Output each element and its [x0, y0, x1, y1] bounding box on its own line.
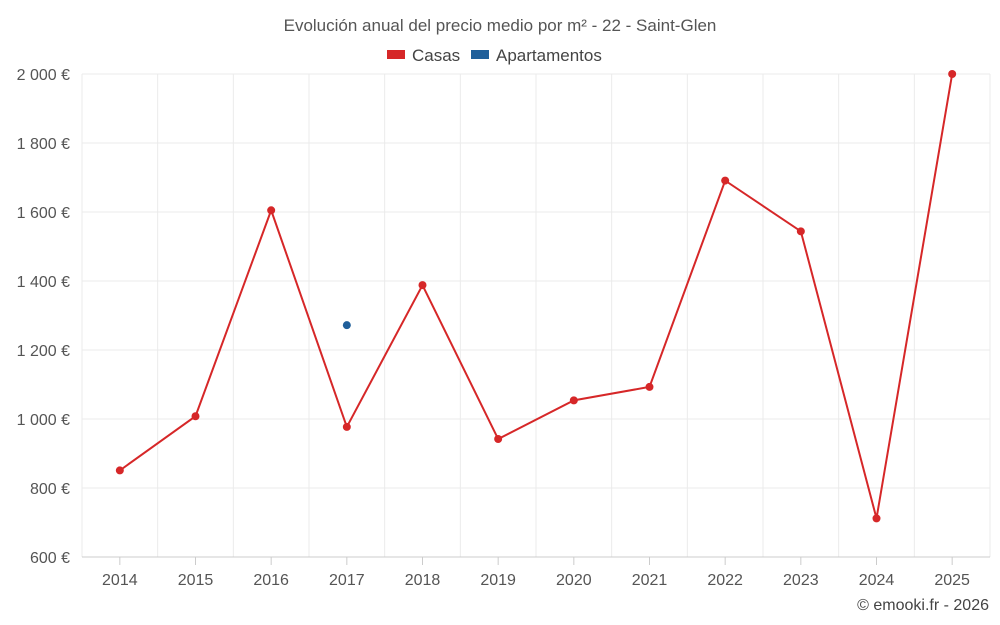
y-tick-label: 1 600 €: [17, 205, 70, 222]
legend-item-casas[interactable]: Casas: [387, 46, 460, 65]
series-line-casas: [119, 73, 954, 519]
data-point-casas[interactable]: [418, 281, 427, 290]
gridlines: [81, 73, 991, 558]
legend-swatch-apartamentos: [471, 50, 489, 59]
legend-label-casas: Casas: [412, 46, 460, 65]
chart-title: Evolución anual del precio medio por m² …: [284, 16, 717, 35]
y-tick-label: 1 200 €: [17, 343, 70, 360]
y-axis: 600 € 800 € 1 000 € 1 200 € 1 400 € 1 600 € 1 …: [17, 67, 70, 567]
x-tick-label: 2016: [253, 572, 289, 589]
x-tick-label: 2023: [783, 572, 819, 589]
data-point-casas[interactable]: [267, 206, 276, 215]
data-point-casas[interactable]: [494, 435, 503, 444]
x-tick-label: 2021: [632, 572, 668, 589]
plot-area: [115, 70, 957, 523]
x-tick-label: 2020: [556, 572, 592, 589]
x-tick-label: 2014: [102, 572, 138, 589]
y-tick-label: 600 €: [30, 550, 70, 567]
x-tick-label: 2018: [405, 572, 441, 589]
legend-item-apartamentos[interactable]: Apartamentos: [471, 46, 602, 65]
x-axis: 2014 2015 2016 2017 2018 2019 2020 2021 2022 2023…: [82, 556, 990, 589]
data-point-casas[interactable]: [342, 422, 351, 431]
y-tick-label: 800 €: [30, 481, 70, 498]
credit-text: © emooki.fr - 2026: [857, 597, 989, 614]
x-tick-label: 2024: [859, 572, 895, 589]
y-tick-label: 2 000 €: [17, 67, 70, 84]
data-point-casas[interactable]: [872, 514, 881, 523]
data-point-casas[interactable]: [645, 382, 654, 391]
legend: Casas Apartamentos: [387, 46, 602, 65]
data-point-apartamentos[interactable]: [342, 321, 351, 330]
x-tick-label: 2017: [329, 572, 365, 589]
data-point-casas[interactable]: [948, 70, 957, 78]
y-tick-label: 1 800 €: [17, 136, 70, 153]
data-point-casas[interactable]: [191, 412, 200, 421]
y-tick-label: 1 000 €: [17, 412, 70, 429]
x-tick-label: 2025: [934, 572, 970, 589]
x-tick-label: 2022: [707, 572, 743, 589]
legend-swatch-casas: [387, 50, 405, 59]
data-point-casas[interactable]: [721, 176, 730, 185]
x-tick-label: 2015: [178, 572, 214, 589]
legend-label-apartamentos: Apartamentos: [496, 46, 602, 65]
x-tick-label: 2019: [480, 572, 516, 589]
data-point-casas[interactable]: [569, 396, 578, 405]
y-tick-label: 1 400 €: [17, 274, 70, 291]
data-point-casas[interactable]: [115, 466, 124, 475]
data-point-casas[interactable]: [796, 227, 805, 236]
